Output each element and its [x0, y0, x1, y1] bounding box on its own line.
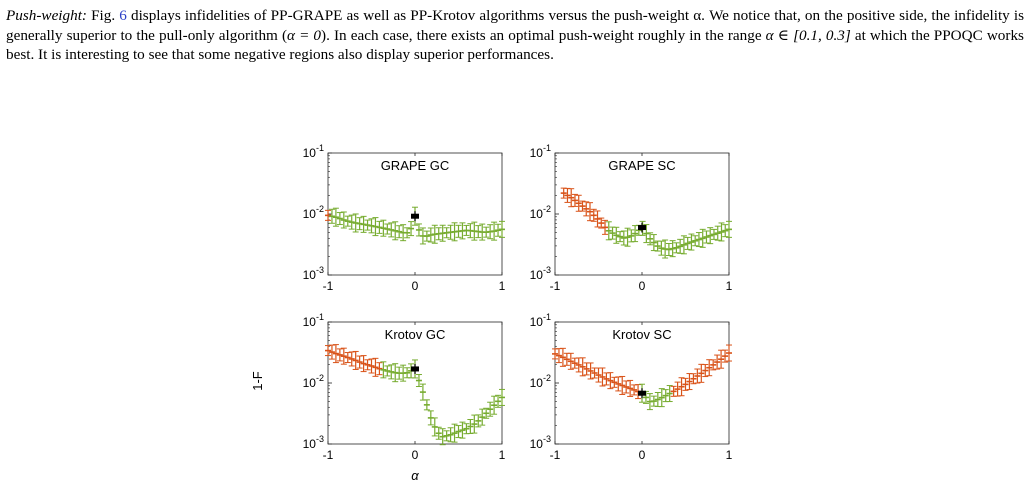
y-tick-label: 10-3 [530, 434, 551, 451]
paragraph-text-d: at which the PPOQC works best. It is int… [6, 26, 1024, 64]
y-tick-label: 10-3 [303, 434, 324, 451]
y-tick-label: 10-3 [530, 265, 551, 282]
x-tick-label: -1 [550, 448, 561, 462]
panel-title: GRAPE GC [381, 158, 450, 173]
paragraph-text-c: ). In each case, there exists an optimal… [321, 26, 766, 44]
x-tick-label: 0 [412, 279, 419, 293]
paragraph-text-b: displays infidelities of PP-GRAPE as wel… [6, 7, 1025, 44]
panel-3: Krotov GC -1 0 1 10-3 10-2 10-1 [303, 312, 506, 462]
y-tick-label: 10-1 [303, 143, 324, 160]
panel-4: Krotov SC -1 0 1 10-3 10-2 10-1 [530, 312, 733, 462]
y-tick-label: 10-1 [303, 312, 324, 329]
figure-ylabel: 1-F [250, 371, 265, 391]
x-tick-label: 0 [412, 448, 419, 462]
x-tick-label: 0 [639, 448, 646, 462]
x-tick-label: 1 [726, 448, 733, 462]
panel-2: GRAPE SC -1 0 1 10-3 10-2 10-1 [530, 143, 733, 293]
y-tick-label: 10-2 [530, 373, 551, 390]
math-alpha-zero: α = 0 [287, 26, 322, 44]
y-tick-label: 10-1 [530, 143, 551, 160]
math-alpha-range: α ∈ [0.1, 0.3] [765, 26, 851, 44]
y-tick-label: 10-2 [303, 204, 324, 221]
panel-title: Krotov SC [612, 327, 671, 342]
x-tick-label: 1 [726, 279, 733, 293]
x-tick-label: 1 [499, 279, 506, 293]
y-tick-label: 10-2 [530, 204, 551, 221]
body-paragraph: Push-weight: Fig. 6 displays infidelitie… [6, 6, 1024, 65]
panel-1: GRAPE GC -1 0 1 10-3 10-2 10-1 [303, 143, 506, 293]
x-tick-label: 0 [639, 279, 646, 293]
panel-title: Krotov GC [385, 327, 446, 342]
y-tick-label: 10-2 [303, 373, 324, 390]
paragraph-text-a: Fig. [87, 7, 120, 24]
x-tick-label: -1 [550, 279, 561, 293]
x-tick-label: -1 [323, 448, 334, 462]
y-tick-label: 10-1 [530, 312, 551, 329]
x-tick-label: -1 [323, 279, 334, 293]
figure-xlabel: α [411, 468, 419, 483]
figure-reference-link[interactable]: 6 [119, 7, 127, 24]
y-tick-label: 10-3 [303, 265, 324, 282]
panel-title: GRAPE SC [608, 158, 675, 173]
x-tick-label: 1 [499, 448, 506, 462]
paragraph-heading: Push-weight: [6, 7, 87, 24]
